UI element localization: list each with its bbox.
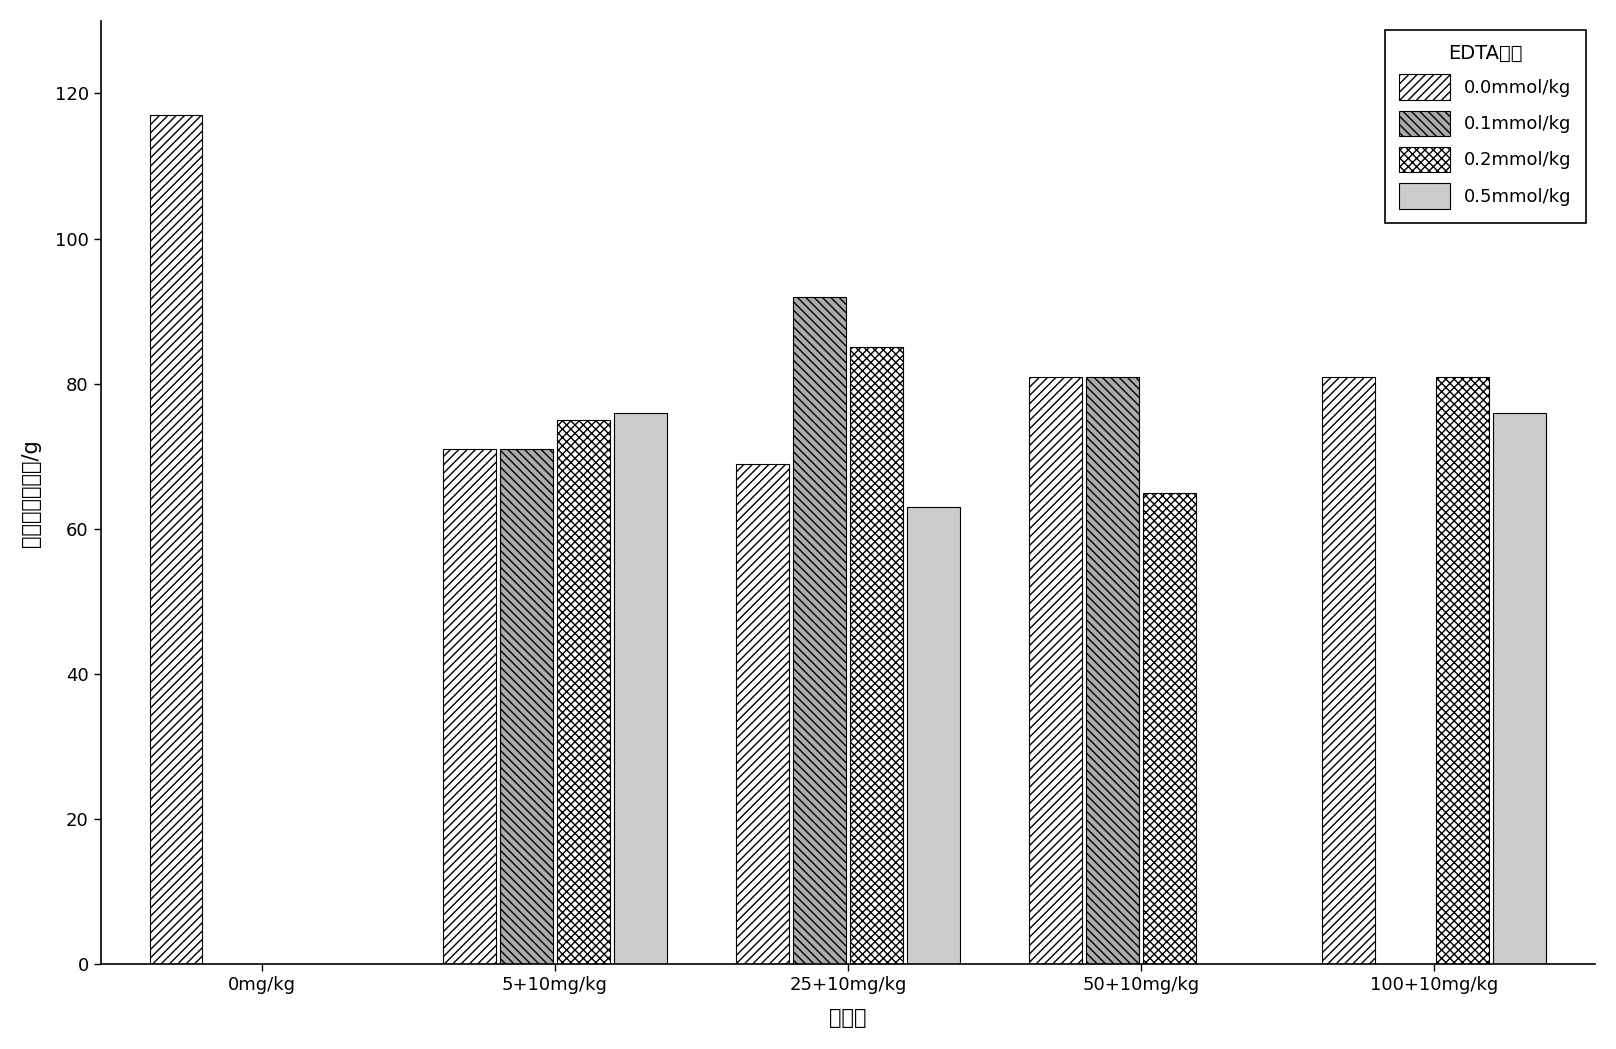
Bar [1493, 413, 1547, 964]
Y-axis label: 整株重量增加量/g: 整株重量增加量/g [21, 438, 40, 547]
Bar [1029, 377, 1081, 964]
Bar [614, 413, 667, 964]
Bar [907, 507, 960, 964]
Bar [1437, 377, 1488, 964]
Bar [850, 347, 903, 964]
X-axis label: 镟浓度: 镟浓度 [829, 1008, 866, 1028]
Bar [558, 420, 609, 964]
Bar [735, 464, 789, 964]
Bar [150, 115, 202, 964]
Bar [1143, 493, 1196, 964]
Bar [793, 297, 845, 964]
Bar [1086, 377, 1139, 964]
Bar [443, 449, 496, 964]
Bar [1322, 377, 1375, 964]
Bar [499, 449, 553, 964]
Legend: 0.0mmol/kg, 0.1mmol/kg, 0.2mmol/kg, 0.5mmol/kg: 0.0mmol/kg, 0.1mmol/kg, 0.2mmol/kg, 0.5m… [1385, 29, 1587, 223]
